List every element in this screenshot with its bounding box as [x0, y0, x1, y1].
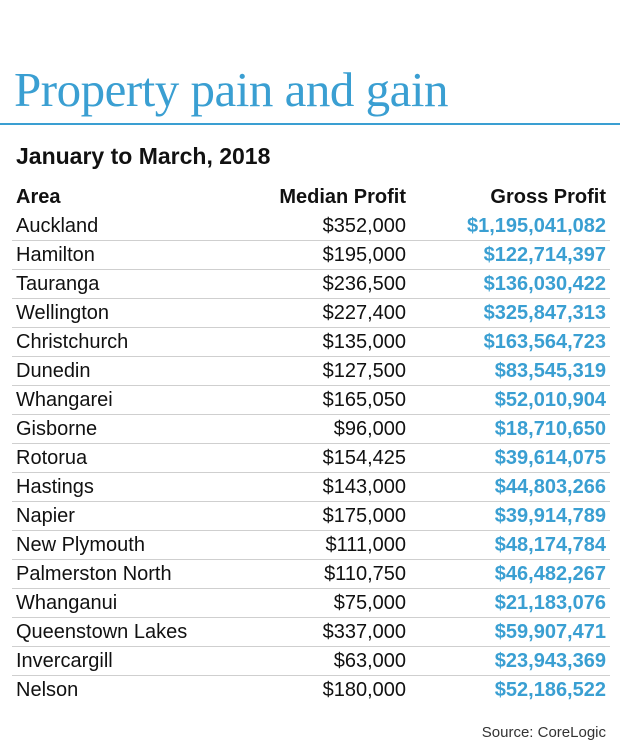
table-row: Christchurch $135,000 $163,564,723: [12, 327, 610, 357]
area-cell: Christchurch: [12, 327, 222, 357]
table-row: Whangarei $165,050 $52,010,904: [12, 385, 610, 415]
source-note: Source: CoreLogic: [481, 724, 606, 741]
gross-profit-cell: $39,914,789: [410, 501, 610, 531]
gross-profit-cell: $18,710,650: [410, 414, 610, 444]
gross-profit-cell: $136,030,422: [410, 269, 610, 299]
table-row: Nelson $180,000 $52,186,522: [12, 675, 610, 704]
area-cell: Gisborne: [12, 414, 222, 444]
table-row: Hastings $143,000 $44,803,266: [12, 472, 610, 502]
table-row: Gisborne $96,000 $18,710,650: [12, 414, 610, 444]
area-cell: Dunedin: [12, 356, 222, 386]
median-profit-cell: $63,000: [222, 646, 410, 676]
median-profit-cell: $135,000: [222, 327, 410, 357]
area-cell: Hamilton: [12, 240, 222, 270]
median-profit-cell: $165,050: [222, 385, 410, 415]
area-cell: Rotorua: [12, 443, 222, 473]
gross-profit-cell: $52,186,522: [410, 675, 610, 704]
area-cell: Napier: [12, 501, 222, 531]
median-profit-cell: $111,000: [222, 530, 410, 560]
area-cell: Hastings: [12, 472, 222, 502]
median-profit-cell: $143,000: [222, 472, 410, 502]
gross-profit-cell: $21,183,076: [410, 588, 610, 618]
median-profit-cell: $154,425: [222, 443, 410, 473]
gross-profit-cell: $46,482,267: [410, 559, 610, 589]
median-profit-cell: $352,000: [322, 214, 406, 237]
profit-table: Area Median Profit Gross Profit Auckland…: [12, 183, 610, 704]
area-cell: Wellington: [12, 298, 222, 328]
gross-profit-cell: $122,714,397: [410, 240, 610, 270]
gross-profit-cell: $23,943,369: [410, 646, 610, 676]
area-cell: Whanganui: [12, 588, 222, 618]
gross-profit-cell: $59,907,471: [410, 617, 610, 647]
median-profit-cell: $236,500: [222, 269, 410, 299]
area-cell: Auckland: [16, 214, 99, 237]
gross-profit-cell: $83,545,319: [410, 356, 610, 386]
table-body: Auckland $352,000 $1,195,041,082 Hamilton $1…: [12, 212, 610, 704]
table-row: Auckland $352,000 $1,195,041,082: [12, 212, 610, 241]
table-row: Dunedin $127,500 $83,545,319: [12, 356, 610, 386]
table-header-row: Area Median Profit Gross Profit: [12, 183, 610, 212]
median-profit-cell: $227,400: [222, 298, 410, 328]
subtitle: January to March, 2018: [16, 143, 271, 169]
area-cell: Whangarei: [12, 385, 222, 415]
table-row: New Plymouth $111,000 $48,174,784: [12, 530, 610, 560]
gross-profit-cell: $52,010,904: [410, 385, 610, 415]
median-profit-cell: $195,000: [222, 240, 410, 270]
table-row: Rotorua $154,425 $39,614,075: [12, 443, 610, 473]
column-header-area: Area: [16, 186, 61, 208]
gross-profit-cell: $1,195,041,082: [466, 214, 606, 237]
median-profit-cell: $75,000: [222, 588, 410, 618]
table-row: Invercargill $63,000 $23,943,369: [12, 646, 610, 676]
median-profit-cell: $180,000: [222, 675, 410, 704]
title-divider: [0, 123, 620, 125]
median-profit-cell: $175,000: [222, 501, 410, 531]
area-cell: Queenstown Lakes: [12, 617, 222, 647]
table-row: Whanganui $75,000 $21,183,076: [12, 588, 610, 618]
table-row: Napier $175,000 $39,914,789: [12, 501, 610, 531]
area-cell: Invercargill: [12, 646, 222, 676]
gross-profit-cell: $48,174,784: [410, 530, 610, 560]
area-cell: Tauranga: [12, 269, 222, 299]
table-row: Tauranga $236,500 $136,030,422: [12, 269, 610, 299]
median-profit-cell: $127,500: [222, 356, 410, 386]
gross-profit-cell: $163,564,723: [410, 327, 610, 357]
area-cell: Nelson: [12, 675, 222, 704]
table-row: Wellington $227,400 $325,847,313: [12, 298, 610, 328]
page-title: Property pain and gain: [14, 62, 448, 117]
column-header-gross-profit: Gross Profit: [490, 186, 606, 208]
column-header-median-profit: Median Profit: [279, 186, 406, 208]
gross-profit-cell: $44,803,266: [410, 472, 610, 502]
median-profit-cell: $96,000: [222, 414, 410, 444]
median-profit-cell: $110,750: [222, 559, 410, 589]
table-row: Hamilton $195,000 $122,714,397: [12, 240, 610, 270]
gross-profit-cell: $325,847,313: [410, 298, 610, 328]
area-cell: New Plymouth: [12, 530, 222, 560]
table-row: Palmerston North $110,750 $46,482,267: [12, 559, 610, 589]
gross-profit-cell: $39,614,075: [410, 443, 610, 473]
median-profit-cell: $337,000: [222, 617, 410, 647]
table-row: Queenstown Lakes $337,000 $59,907,471: [12, 617, 610, 647]
area-cell: Palmerston North: [12, 559, 222, 589]
